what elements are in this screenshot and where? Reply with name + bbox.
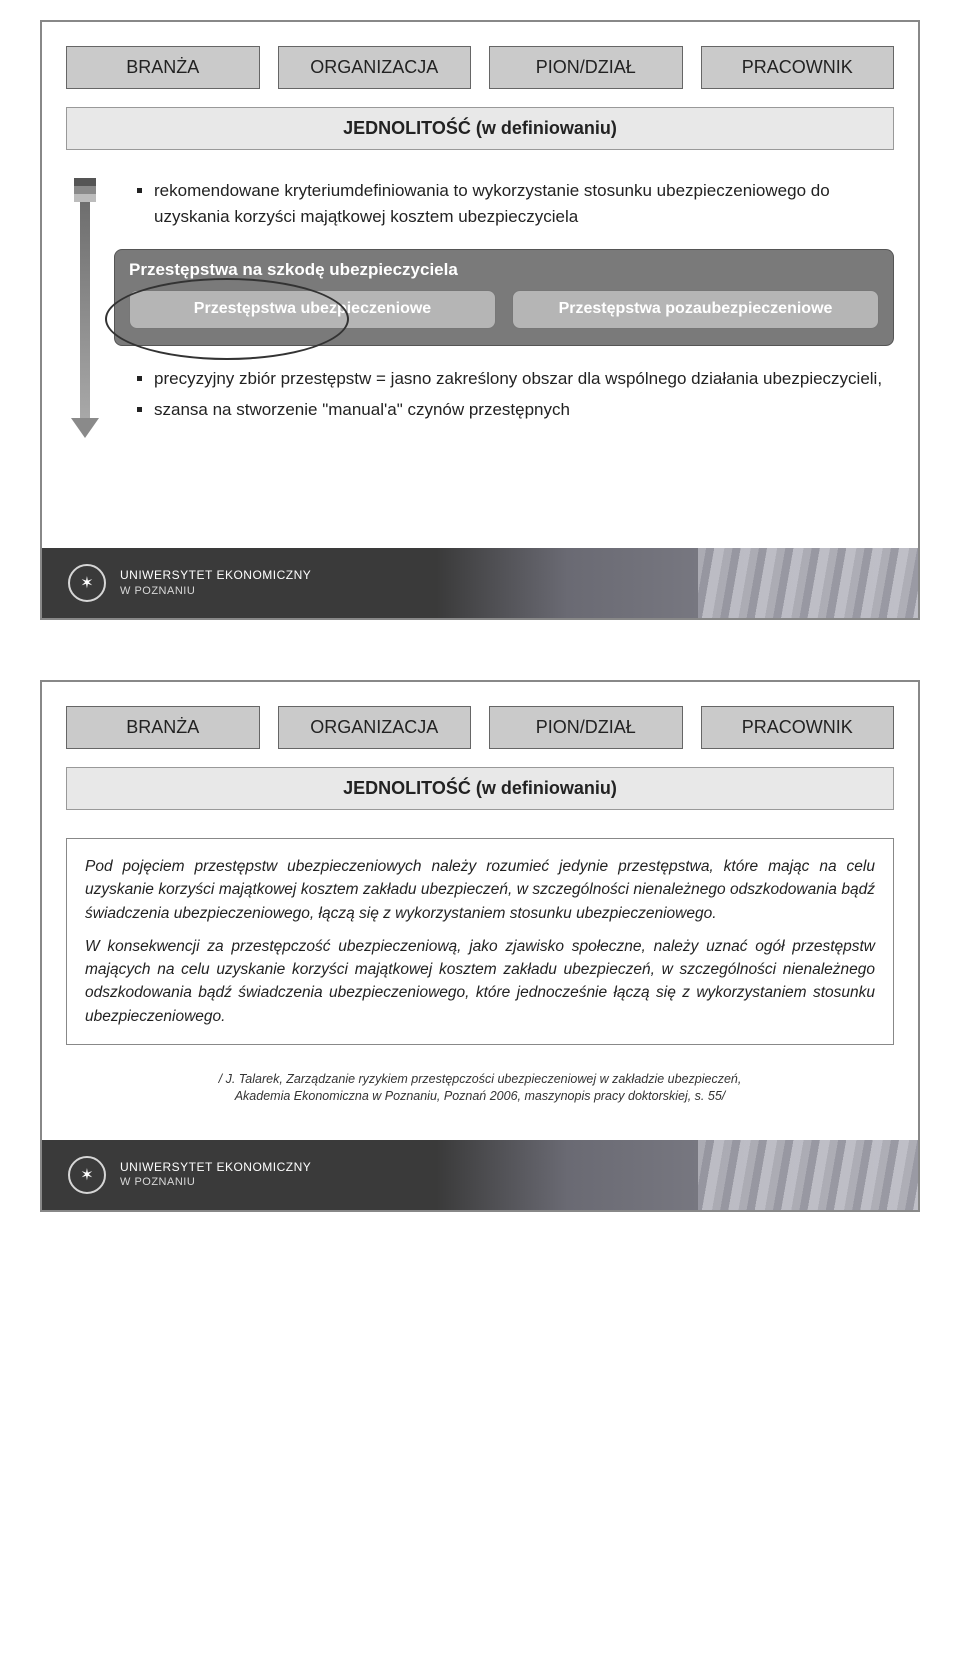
footer-bar: ✶ UNIWERSYTET EKONOMICZNY W POZNANIU	[42, 548, 918, 618]
subtitle: JEDNOLITOŚĆ (w definiowaniu)	[66, 107, 894, 150]
bullet-2: precyzyjny zbiór przestępstw = jasno zak…	[154, 366, 894, 392]
citation: / J. Talarek, Zarządzanie ryzykiem przes…	[66, 1071, 894, 1106]
footer-line-1: UNIWERSYTET EKONOMICZNY	[120, 568, 311, 584]
footer-line-2: W POZNANIU	[120, 1175, 311, 1189]
university-seal-icon: ✶	[68, 564, 106, 602]
tab-organizacja: ORGANIZACJA	[278, 706, 472, 749]
tab-branza: BRANŻA	[66, 706, 260, 749]
inner-box-right: Przestępstwa pozaubezpieczeniowe	[512, 290, 879, 329]
definition-box: Pod pojęciem przestępstw ubezpieczeniowy…	[66, 838, 894, 1045]
tabs-row: BRANŻA ORGANIZACJA PION/DZIAŁ PRACOWNIK	[66, 706, 894, 749]
inner-row: Przestępstwa ubezpieczeniowe Przestępstw…	[129, 290, 879, 329]
slide-2: BRANŻA ORGANIZACJA PION/DZIAŁ PRACOWNIK …	[40, 680, 920, 1212]
crimes-diagram: Przestępstwa na szkodę ubezpieczyciela P…	[114, 249, 894, 346]
footer-text: UNIWERSYTET EKONOMICZNY W POZNANIU	[120, 1160, 311, 1190]
bullet-list-top: rekomendowane kryteriumdefiniowania to w…	[114, 178, 894, 229]
footer-bar: ✶ UNIWERSYTET EKONOMICZNY W POZNANIU	[42, 1140, 918, 1210]
tab-pracownik: PRACOWNIK	[701, 706, 895, 749]
footer-photo	[698, 1140, 918, 1210]
footer-text: UNIWERSYTET EKONOMICZNY W POZNANIU	[120, 568, 311, 598]
down-arrow-icon	[70, 178, 100, 438]
definition-para-1: Pod pojęciem przestępstw ubezpieczeniowy…	[85, 855, 875, 925]
definition-para-2: W konsekwencji za przestępczość ubezpiec…	[85, 935, 875, 1028]
footer-line-1: UNIWERSYTET EKONOMICZNY	[120, 1160, 311, 1176]
tabs-row: BRANŻA ORGANIZACJA PION/DZIAŁ PRACOWNIK	[66, 46, 894, 89]
tab-pion-dzial: PION/DZIAŁ	[489, 706, 683, 749]
inner-box-left: Przestępstwa ubezpieczeniowe	[129, 290, 496, 329]
bullet-3: szansa na stworzenie "manual'a" czynów p…	[154, 397, 894, 423]
outer-box-title: Przestępstwa na szkodę ubezpieczyciela	[129, 260, 879, 280]
tab-pracownik: PRACOWNIK	[701, 46, 895, 89]
content-body: rekomendowane kryteriumdefiniowania to w…	[66, 178, 894, 518]
slide-1: BRANŻA ORGANIZACJA PION/DZIAŁ PRACOWNIK …	[40, 20, 920, 620]
tab-organizacja: ORGANIZACJA	[278, 46, 472, 89]
subtitle: JEDNOLITOŚĆ (w definiowaniu)	[66, 767, 894, 810]
citation-line-2: Akademia Ekonomiczna w Poznaniu, Poznań …	[66, 1088, 894, 1106]
bullet-list-bottom: precyzyjny zbiór przestępstw = jasno zak…	[114, 366, 894, 423]
footer-line-2: W POZNANIU	[120, 584, 311, 598]
outer-box: Przestępstwa na szkodę ubezpieczyciela P…	[114, 249, 894, 346]
bullet-1: rekomendowane kryteriumdefiniowania to w…	[154, 178, 894, 229]
tab-pion-dzial: PION/DZIAŁ	[489, 46, 683, 89]
footer-photo	[698, 548, 918, 618]
university-seal-icon: ✶	[68, 1156, 106, 1194]
tab-branza: BRANŻA	[66, 46, 260, 89]
citation-line-1: / J. Talarek, Zarządzanie ryzykiem przes…	[66, 1071, 894, 1089]
